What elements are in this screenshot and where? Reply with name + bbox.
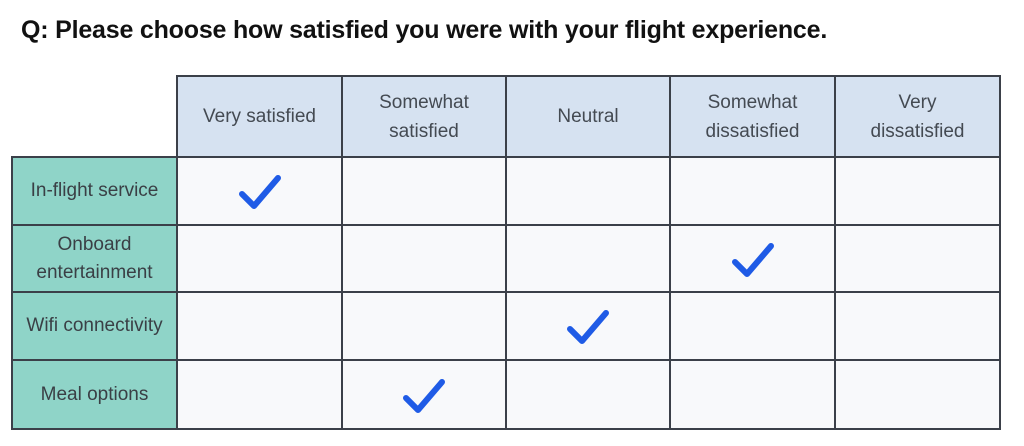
row-label-wifi-connectivity: Wifi connectivity bbox=[12, 292, 177, 360]
grid-line-vertical bbox=[669, 75, 671, 430]
row-label-text: In-flight service bbox=[30, 180, 159, 201]
column-header-label: Neutral bbox=[557, 106, 619, 127]
row-label-text: Onboard entertainment bbox=[36, 233, 153, 283]
row-label-in-flight-service: In-flight service bbox=[12, 157, 177, 225]
grid-line-vertical bbox=[999, 75, 1001, 430]
rating-cell-onboard-entertainment-very-dissatisfied[interactable] bbox=[835, 225, 1000, 292]
row-label-text: Meal options bbox=[40, 383, 149, 405]
grid-line-vertical bbox=[341, 75, 343, 430]
rating-cell-onboard-entertainment-very-satisfied[interactable] bbox=[177, 225, 342, 292]
grid-line-horizontal bbox=[11, 224, 1001, 226]
grid-line-vertical bbox=[11, 156, 13, 430]
column-header-very-satisfied: Very satisfied bbox=[177, 76, 342, 157]
grid-line-vertical bbox=[834, 75, 836, 430]
column-header-label: Somewhat dissatisfied bbox=[705, 91, 800, 142]
column-header-very-dissatisfied: Very dissatisfied bbox=[835, 76, 1000, 157]
rating-cell-in-flight-service-somewhat-dissatisfied[interactable] bbox=[670, 157, 835, 225]
grid-line-horizontal bbox=[11, 291, 1001, 293]
rating-cell-in-flight-service-very-dissatisfied[interactable] bbox=[835, 157, 1000, 225]
rating-cell-wifi-connectivity-somewhat-dissatisfied[interactable] bbox=[670, 292, 835, 360]
rating-cell-onboard-entertainment-somewhat-dissatisfied[interactable] bbox=[670, 225, 835, 292]
rating-cell-in-flight-service-neutral[interactable] bbox=[506, 157, 670, 225]
rating-cell-meal-options-very-dissatisfied[interactable] bbox=[835, 360, 1000, 429]
grid-line-horizontal bbox=[11, 428, 1001, 430]
grid-line-horizontal bbox=[11, 359, 1001, 361]
row-label-text: Wifi connectivity bbox=[26, 315, 163, 336]
column-header-label: Very dissatisfied bbox=[870, 91, 965, 142]
rating-cell-wifi-connectivity-very-dissatisfied[interactable] bbox=[835, 292, 1000, 360]
column-header-label: Very satisfied bbox=[203, 106, 316, 127]
rating-cell-meal-options-somewhat-dissatisfied[interactable] bbox=[670, 360, 835, 429]
check-icon bbox=[567, 310, 609, 344]
rating-cell-onboard-entertainment-neutral[interactable] bbox=[506, 225, 670, 292]
rating-cell-onboard-entertainment-somewhat-satisfied[interactable] bbox=[342, 225, 506, 292]
column-header-neutral: Neutral bbox=[506, 76, 670, 157]
check-icon bbox=[731, 242, 774, 277]
question-title: Q: Please choose how satisfied you were … bbox=[21, 16, 828, 44]
row-label-meal-options: Meal options bbox=[12, 360, 177, 429]
check-icon bbox=[403, 378, 445, 413]
column-header-label: Somewhat satisfied bbox=[379, 91, 469, 142]
row-label-onboard-entertainment: Onboard entertainment bbox=[12, 225, 177, 292]
rating-cell-wifi-connectivity-somewhat-satisfied[interactable] bbox=[342, 292, 506, 360]
rating-cell-in-flight-service-very-satisfied[interactable] bbox=[177, 157, 342, 225]
check-icon bbox=[238, 175, 281, 209]
column-header-somewhat-dissatisfied: Somewhat dissatisfied bbox=[670, 76, 835, 157]
grid-line-horizontal bbox=[176, 75, 1001, 77]
grid-line-vertical bbox=[505, 75, 507, 430]
grid-line-vertical bbox=[176, 75, 178, 430]
rating-cell-wifi-connectivity-neutral[interactable] bbox=[506, 292, 670, 360]
rating-cell-meal-options-somewhat-satisfied[interactable] bbox=[342, 360, 506, 429]
rating-cell-in-flight-service-somewhat-satisfied[interactable] bbox=[342, 157, 506, 225]
grid-line-horizontal bbox=[11, 156, 1001, 158]
rating-cell-wifi-connectivity-very-satisfied[interactable] bbox=[177, 292, 342, 360]
rating-cell-meal-options-very-satisfied[interactable] bbox=[177, 360, 342, 429]
rating-cell-meal-options-neutral[interactable] bbox=[506, 360, 670, 429]
column-header-somewhat-satisfied: Somewhat satisfied bbox=[342, 76, 506, 157]
